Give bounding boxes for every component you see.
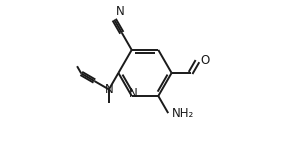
Text: NH₂: NH₂ <box>172 107 194 120</box>
Text: N: N <box>128 87 137 100</box>
Text: O: O <box>201 54 210 67</box>
Text: N: N <box>116 5 125 18</box>
Text: N: N <box>104 83 113 96</box>
